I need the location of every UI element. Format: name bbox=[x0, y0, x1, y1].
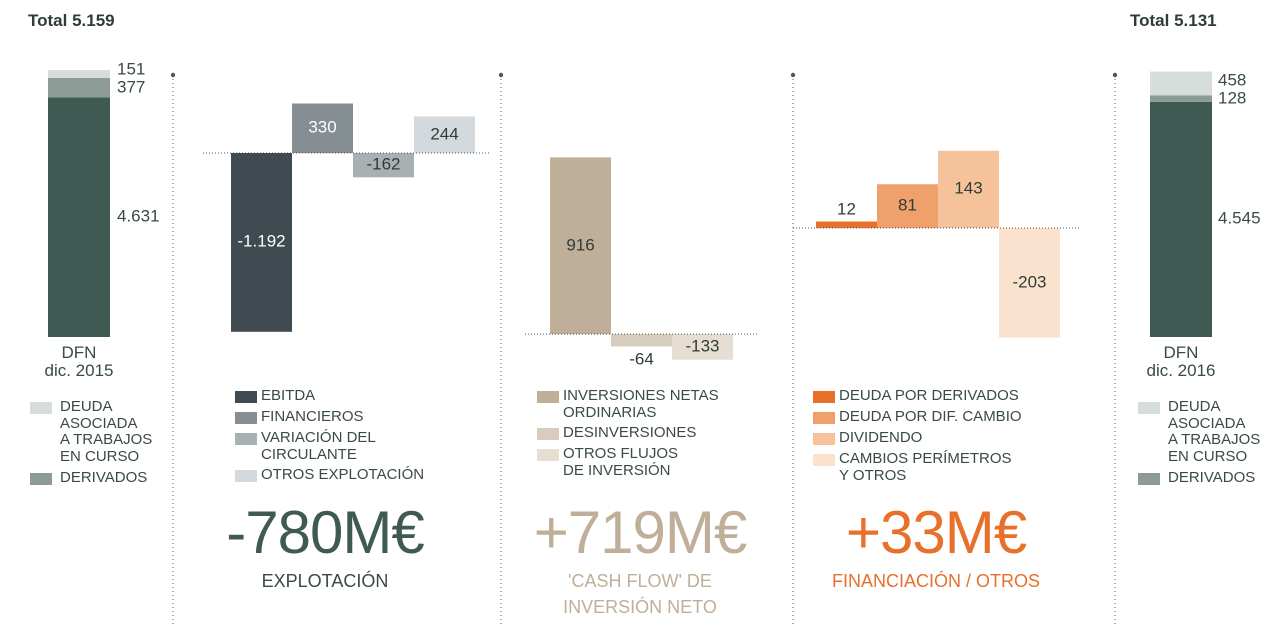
value-label: 4.631 bbox=[117, 206, 160, 226]
group-label: 'CASH FLOW' DE INVERSIÓN NETO bbox=[563, 571, 717, 618]
legend-swatch bbox=[537, 449, 559, 461]
legend-swatch bbox=[235, 433, 257, 445]
bar-segment bbox=[48, 77, 110, 98]
value-label: -1.192 bbox=[237, 232, 286, 252]
bar bbox=[999, 228, 1060, 338]
legend-swatch bbox=[30, 402, 52, 414]
bar bbox=[414, 116, 475, 153]
value-label: 151 bbox=[117, 59, 146, 79]
legend-label: DEUDA POR DERIVADOS bbox=[839, 387, 1019, 404]
legend-label: OTROS FLUJOS DE INVERSIÓN bbox=[563, 445, 679, 479]
legend-label: VARIACIÓN DEL CIRCULANTE bbox=[261, 429, 376, 463]
bar-segment bbox=[48, 70, 110, 78]
legend-label: INVERSIONES NETAS ORDINARIAS bbox=[563, 387, 719, 421]
legend-label: DERIVADOS bbox=[60, 469, 148, 486]
value-label: 916 bbox=[566, 235, 595, 255]
legend-swatch bbox=[235, 470, 257, 482]
separator-dots bbox=[170, 72, 1118, 78]
group-label: FINANCIACIÓN / OTROS bbox=[831, 571, 1041, 591]
dot bbox=[170, 72, 176, 78]
legend-swatch bbox=[30, 473, 52, 485]
value-label: 143 bbox=[954, 179, 983, 199]
value-label: 12 bbox=[837, 199, 856, 219]
legend-label: DEUDA ASOCIADA A TRABAJOS EN CURSO bbox=[1168, 398, 1261, 465]
dot bbox=[1112, 72, 1118, 78]
legend-label: DEUDA ASOCIADA A TRABAJOS EN CURSO bbox=[60, 398, 153, 465]
category-label: DFN dic. 2015 bbox=[44, 343, 114, 380]
category-label: DFN dic. 2016 bbox=[1146, 343, 1216, 380]
value-label: 81 bbox=[898, 195, 917, 215]
legend-swatch bbox=[235, 412, 257, 424]
total-title: Total 5.131 bbox=[1130, 11, 1217, 30]
value-label: 4.545 bbox=[1218, 209, 1261, 229]
bar bbox=[292, 103, 353, 153]
group-total: +33M€ bbox=[845, 499, 1027, 566]
total-title: Total 5.159 bbox=[28, 11, 115, 30]
value-label: 330 bbox=[308, 117, 337, 137]
legend-swatch bbox=[537, 428, 559, 440]
value-label: 128 bbox=[1218, 88, 1247, 108]
value-label: -64 bbox=[629, 350, 654, 370]
legend-label: DEUDA POR DIF. CAMBIO bbox=[839, 408, 1022, 425]
legend-swatch bbox=[813, 391, 835, 403]
bar bbox=[353, 153, 414, 178]
legend-label: DESINVERSIONES bbox=[563, 424, 697, 441]
value-label: -203 bbox=[1012, 272, 1047, 292]
bar bbox=[550, 157, 611, 335]
dot bbox=[790, 72, 796, 78]
legend-label: CAMBIOS PERÍMETROS Y OTROS bbox=[839, 450, 1012, 484]
value-label: 244 bbox=[430, 124, 459, 144]
legend-swatch bbox=[235, 391, 257, 403]
value-label: 377 bbox=[117, 77, 146, 97]
legend-swatch bbox=[813, 412, 835, 424]
legend-label: EBITDA bbox=[261, 387, 316, 404]
legend-label: FINANCIEROS bbox=[261, 408, 364, 425]
dot bbox=[498, 72, 504, 78]
group-total: -780M€ bbox=[226, 499, 424, 566]
legend-swatch bbox=[1138, 473, 1160, 485]
legend-label: OTROS EXPLOTACIÓN bbox=[261, 466, 425, 483]
group-total: +719M€ bbox=[533, 499, 747, 566]
legend-swatch bbox=[537, 391, 559, 403]
legend-label: DERIVADOS bbox=[1168, 469, 1256, 486]
legend-swatch bbox=[813, 454, 835, 466]
bar bbox=[672, 334, 733, 360]
bar bbox=[938, 150, 999, 228]
bar-segment bbox=[1150, 71, 1212, 96]
bar-segment bbox=[1150, 101, 1212, 337]
legend-label: DIVIDENDO bbox=[839, 429, 923, 446]
legend-swatch bbox=[1138, 402, 1160, 414]
value-label: -162 bbox=[366, 154, 401, 174]
legend-swatch bbox=[813, 433, 835, 445]
bar-segment bbox=[1150, 95, 1212, 102]
bar bbox=[611, 334, 672, 347]
bar-segment bbox=[48, 97, 110, 337]
bar bbox=[816, 221, 877, 228]
bar bbox=[877, 184, 938, 228]
value-label: -133 bbox=[685, 336, 720, 356]
value-label: 458 bbox=[1218, 70, 1247, 90]
bar bbox=[231, 153, 292, 332]
group-label: EXPLOTACIÓN bbox=[261, 571, 389, 591]
